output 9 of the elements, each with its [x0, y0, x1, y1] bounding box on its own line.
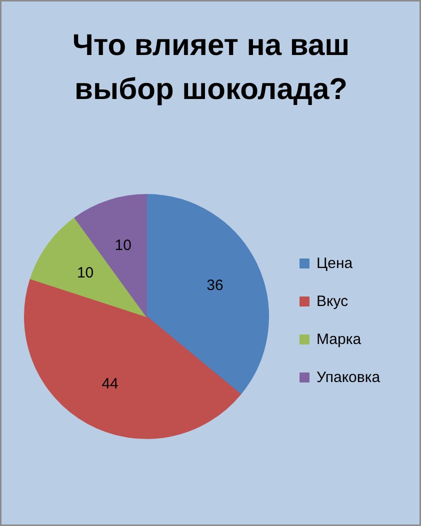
legend-label: Цена	[316, 255, 354, 272]
data-label: 36	[206, 276, 224, 294]
chart-title: Что влияет на ваш выбор шоколада?	[72, 29, 350, 106]
data-label: 10	[114, 237, 132, 254]
legend-label: Вкус	[316, 293, 349, 310]
legend-label: Марка	[316, 331, 362, 348]
legend-label: Упаковка	[316, 369, 381, 386]
data-label: 44	[102, 375, 118, 392]
data-label: 10	[76, 264, 94, 282]
